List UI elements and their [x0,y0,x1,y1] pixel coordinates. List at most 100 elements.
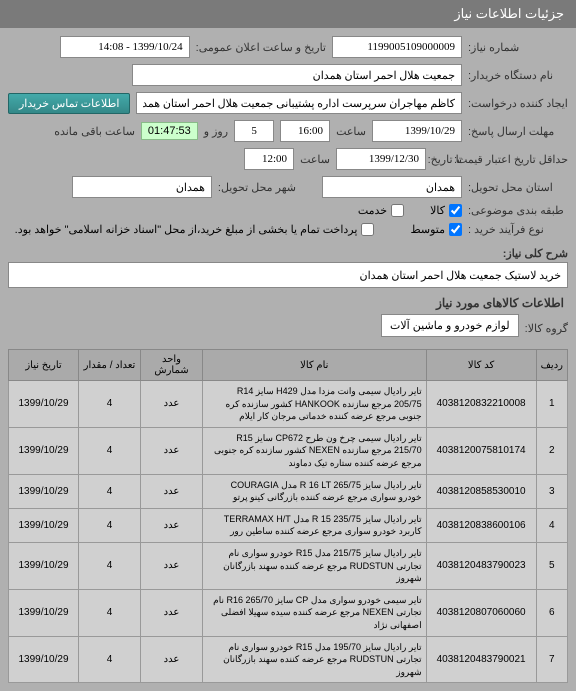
col-name: نام کالا [203,350,427,381]
announce-field [60,36,190,58]
goods-text: کالا [430,204,445,217]
cell-unit: عدد [141,427,203,474]
remaining-label: ساعت باقی مانده [54,125,135,138]
col-date: تاریخ نیاز [9,350,79,381]
table-row: 24038120075810174تایر رادیال سیمی چرخ ون… [9,427,568,474]
group-value: لوازم خودرو و ماشین آلات [381,314,519,337]
cell-unit: عدد [141,508,203,542]
cell-unit: عدد [141,589,203,636]
cell-code: 4038120075810174 [426,427,536,474]
cell-date: 1399/10/29 [9,427,79,474]
cell-unit: عدد [141,381,203,428]
days-remaining-field [234,120,274,142]
note-text: پرداخت تمام یا بخشی از مبلغ خرید،از محل … [15,223,358,236]
cell-qty: 4 [79,542,141,589]
cell-row: 3 [536,474,567,508]
validity-date-field [336,148,426,170]
table-row: 54038120483790023تایر رادیال سایز 215/75… [9,542,568,589]
creator-label: ایجاد کننده درخواست: [468,97,568,110]
cell-name: تایر رادیال سیمی وانت مزدا مدل H429 سایز… [203,381,427,428]
items-section-title: اطلاعات کالاهای مورد نیاز [8,288,568,314]
service-checkbox-label[interactable]: خدمت [358,204,404,217]
validity-to-label: تا تاریخ: [432,153,462,166]
cell-code: 4038120807060060 [426,589,536,636]
cell-date: 1399/10/29 [9,381,79,428]
cell-row: 7 [536,636,567,683]
cell-qty: 4 [79,381,141,428]
countdown-timer: 01:47:53 [141,122,198,140]
creator-field [136,92,462,114]
table-row: 64038120807060060تایر سیمی خودرو سواری م… [9,589,568,636]
cell-qty: 4 [79,474,141,508]
cell-date: 1399/10/29 [9,589,79,636]
deadline-time-field [280,120,330,142]
cell-code: 4038120483790021 [426,636,536,683]
cell-name: تایر سیمی خودرو سواری مدل CP سایز R16 26… [203,589,427,636]
note-checkbox[interactable] [361,223,374,236]
cell-name: تایر رادیال سیمی چرخ ون طرح CP672 سایز R… [203,427,427,474]
cell-date: 1399/10/29 [9,474,79,508]
service-checkbox[interactable] [391,204,404,217]
medium-checkbox[interactable] [449,223,462,236]
delivery-state-label: استان محل تحویل: [468,181,568,194]
need-no-field [332,36,462,58]
announce-label: تاریخ و ساعت اعلان عمومی: [196,41,326,54]
desc-field [8,262,568,288]
delivery-city-field [72,176,212,198]
note-checkbox-label[interactable]: پرداخت تمام یا بخشی از مبلغ خرید،از محل … [15,223,375,236]
cell-code: 4038120483790023 [426,542,536,589]
category-label: طبقه بندی موضوعی: [468,204,568,217]
medium-text: متوسط [410,223,445,236]
contact-info-button[interactable]: اطلاعات تماس خریدار [8,93,130,114]
need-no-label: شماره نیاز: [468,41,568,54]
table-row: 44038120838600106تایر رادیال سایز R 15 2… [9,508,568,542]
form-area: شماره نیاز: تاریخ و ساعت اعلان عمومی: نا… [0,28,576,691]
cell-row: 6 [536,589,567,636]
group-label: گروه کالا: [525,322,568,335]
cell-qty: 4 [79,508,141,542]
col-row: ردیف [536,350,567,381]
goods-checkbox[interactable] [449,204,462,217]
panel-header: جزئیات اطلاعات نیاز [0,0,576,28]
goods-checkbox-label[interactable]: کالا [430,204,462,217]
cell-name: تایر رادیال سایز 195/70 مدل R15 خودرو سو… [203,636,427,683]
cell-date: 1399/10/29 [9,542,79,589]
col-unit: واحد شمارش [141,350,203,381]
deadline-label: مهلت ارسال پاسخ: [468,125,568,138]
cell-row: 5 [536,542,567,589]
buyer-field [132,64,462,86]
validity-time-field [244,148,294,170]
cell-unit: عدد [141,542,203,589]
time-label-2: ساعت [300,153,330,166]
delivery-city-label: شهر محل تحویل: [218,181,296,194]
cell-row: 1 [536,381,567,428]
cell-code: 4038120838600106 [426,508,536,542]
cell-row: 4 [536,508,567,542]
cell-code: 4038120832210008 [426,381,536,428]
cell-qty: 4 [79,427,141,474]
process-label: نوع فرآیند خرید : [468,223,568,236]
cell-unit: عدد [141,474,203,508]
cell-unit: عدد [141,636,203,683]
table-row: 74038120483790021تایر رادیال سایز 195/70… [9,636,568,683]
cell-code: 4038120858530010 [426,474,536,508]
cell-name: تایر رادیال سایز 215/75 مدل R15 خودرو سو… [203,542,427,589]
cell-name: تایر رادیال سایز R 15 235/75 مدل TERRAMA… [203,508,427,542]
buyer-label: نام دستگاه خریدار: [468,69,568,82]
items-table: ردیف کد کالا نام کالا واحد شمارش تعداد /… [8,349,568,683]
service-text: خدمت [358,204,387,217]
cell-name: تایر رادیال سایز R 16 LT 265/75 مدل COUR… [203,474,427,508]
days-label: روز و [204,125,228,138]
delivery-state-field [322,176,462,198]
cell-date: 1399/10/29 [9,508,79,542]
col-qty: تعداد / مقدار [79,350,141,381]
medium-checkbox-label[interactable]: متوسط [410,223,462,236]
table-row: 14038120832210008تایر رادیال سیمی وانت م… [9,381,568,428]
table-row: 34038120858530010تایر رادیال سایز R 16 L… [9,474,568,508]
cell-date: 1399/10/29 [9,636,79,683]
time-label-1: ساعت [336,125,366,138]
desc-label: شرح کلی نیاز: [503,248,568,260]
cell-qty: 4 [79,589,141,636]
deadline-date-field [372,120,462,142]
col-code: کد کالا [426,350,536,381]
